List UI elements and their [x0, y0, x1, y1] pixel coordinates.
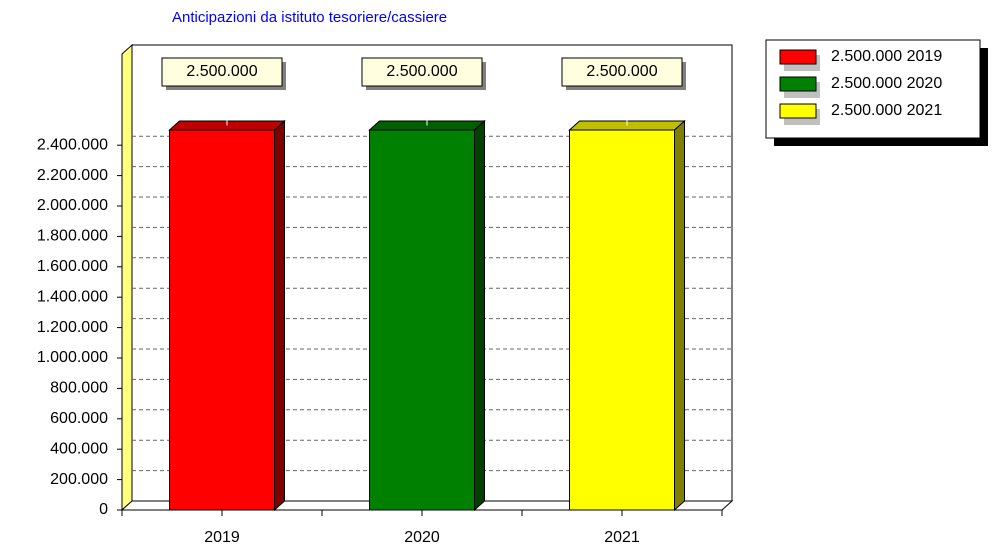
y-tick-label: 2.000.000 [37, 197, 108, 214]
y-tick-label: 2.200.000 [37, 167, 108, 184]
y-tick-label: 200.000 [50, 471, 108, 488]
legend-label: 2.500.000 2021 [831, 102, 942, 119]
x-tick-label: 2021 [604, 529, 640, 546]
y-tick-label: 800.000 [50, 380, 108, 397]
x-tick-label: 2019 [204, 529, 240, 546]
legend-swatch [779, 103, 817, 119]
y-tick-label: 2.400.000 [37, 136, 108, 153]
y-tick-label: 1.600.000 [37, 258, 108, 275]
label-box [361, 57, 483, 87]
bar-side [674, 119, 685, 512]
bar-front [169, 129, 275, 511]
y-tick-label: 1.400.000 [37, 288, 108, 305]
data-label: 2.500.000 [186, 63, 257, 80]
bar [568, 119, 686, 512]
data-label: 2.500.000 [586, 63, 657, 80]
x-tick-label: 2020 [404, 529, 440, 546]
legend-label: 2.500.000 2020 [831, 75, 942, 92]
bar-side [274, 119, 285, 512]
label-box [161, 57, 283, 87]
bar-side [474, 119, 485, 512]
bar-front [369, 129, 475, 511]
y-tick-label: 600.000 [50, 410, 108, 427]
legend-swatch [779, 76, 817, 92]
chart-title: Anticipazioni da istituto tesoriere/cass… [172, 9, 447, 26]
y-tick-label: 1.200.000 [37, 319, 108, 336]
bar-front [569, 129, 675, 511]
y-tick-label: 1.000.000 [37, 349, 108, 366]
legend-label: 2.500.000 2019 [831, 48, 942, 65]
y-tick-label: 0 [99, 501, 108, 518]
bar [368, 119, 486, 512]
bar [168, 119, 286, 512]
y-tick-label: 1.800.000 [37, 228, 108, 245]
left-wall [121, 43, 133, 512]
label-box [561, 57, 683, 87]
legend-swatch [779, 49, 817, 65]
y-tick-label: 400.000 [50, 440, 108, 457]
data-label: 2.500.000 [386, 63, 457, 80]
